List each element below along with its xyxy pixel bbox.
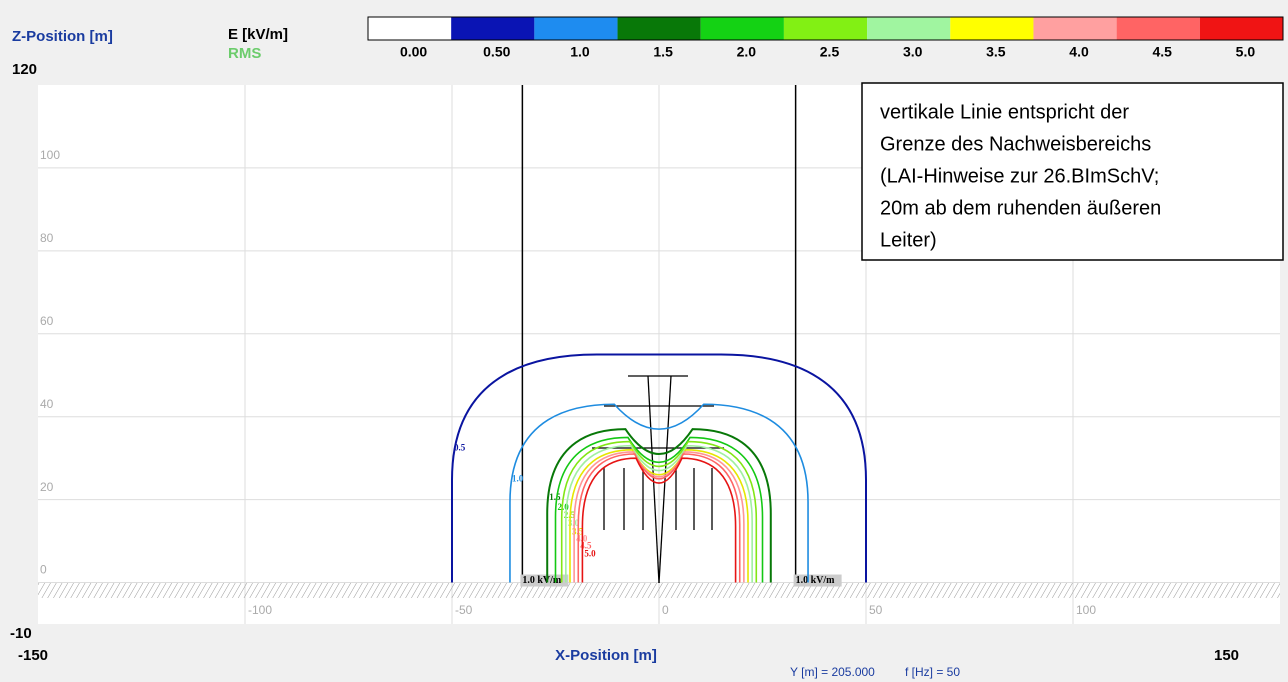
colorbar-label: 1.5 — [653, 44, 673, 60]
colorbar-label: 2.5 — [820, 44, 840, 60]
ground-label-bg — [520, 574, 569, 587]
colorbar-cell — [1199, 17, 1283, 40]
colorbar-label: 3.0 — [903, 44, 923, 60]
contour-line — [509, 403, 809, 583]
annotation-line: Leiter) — [880, 229, 937, 251]
colorbar-cell — [700, 17, 784, 40]
contour-line — [565, 444, 753, 583]
y-tick-label: 80 — [40, 231, 54, 245]
contour-line — [554, 436, 764, 583]
colorbar-label: 4.5 — [1152, 44, 1172, 60]
contour-line — [569, 449, 749, 583]
x-axis-label: X-Position [m] — [555, 647, 657, 664]
contour-line — [581, 457, 737, 583]
info: f [Hz] = 50 — [905, 665, 960, 679]
y-max: 120 — [12, 61, 37, 78]
colorbar-label: 0.50 — [483, 44, 510, 60]
annotation-box — [861, 82, 1284, 261]
colorbar-cell — [783, 17, 868, 40]
y-tick-label: 100 — [40, 148, 60, 162]
y-min: -10 — [10, 625, 32, 642]
colorbar-frame — [367, 16, 1284, 41]
x-tick-label: 50 — [869, 603, 883, 617]
contour-line — [451, 353, 867, 583]
contour-label: 4.5 — [580, 540, 592, 550]
annotation-line: 20m ab dem ruhenden äußeren — [880, 197, 1161, 219]
quantity: E [kV/m] — [228, 26, 288, 43]
annotation-line: Grenze des Nachweisbereichs — [880, 133, 1151, 155]
annotation-line: (LAI-Hinweise zur 26.BImSchV; — [880, 165, 1159, 187]
colorbar-cell — [950, 17, 1034, 40]
x-min: -150 — [18, 647, 48, 664]
x-tick-label: -50 — [455, 603, 473, 617]
colorbar-cell — [451, 17, 535, 40]
mode: RMS — [228, 45, 261, 62]
x-tick-label: 0 — [662, 603, 669, 617]
colorbar-label: 0.00 — [400, 44, 427, 60]
y-tick-label: 60 — [40, 314, 54, 328]
contour-line — [560, 440, 758, 583]
x-tick-label: -100 — [248, 603, 272, 617]
x-max: 150 — [1214, 647, 1239, 664]
ground-label-bg — [793, 574, 842, 587]
y-tick-label: 20 — [40, 480, 54, 494]
colorbar-cell — [1033, 17, 1117, 40]
contour-line — [577, 453, 741, 583]
colorbar-label: 1.0 — [570, 44, 590, 60]
colorbar-label: 3.5 — [986, 44, 1006, 60]
colorbar-cell — [534, 17, 618, 40]
colorbar-label: 4.0 — [1069, 44, 1089, 60]
contour-label: 0.5 — [454, 443, 466, 453]
ground — [38, 583, 1280, 598]
colorbar-label: 2.0 — [737, 44, 757, 60]
annotation-line: vertikale Linie entspricht der — [880, 101, 1129, 123]
contour-label: 1.5 — [549, 492, 561, 502]
contour-label: 5.0 — [584, 548, 596, 558]
ground-label: 1.0 kV/m — [522, 575, 562, 586]
info: Y [m] = 205.000 — [790, 665, 875, 679]
ground-label: 1.0 kV/m — [796, 575, 836, 586]
contour-line — [573, 451, 745, 583]
colorbar-label: 5.0 — [1236, 44, 1256, 60]
y-tick-label: 40 — [40, 397, 54, 411]
x-tick-label: 100 — [1076, 603, 1096, 617]
colorbar-cell — [1116, 17, 1200, 40]
contour-line — [546, 428, 772, 583]
contour-label: 2.0 — [558, 502, 570, 512]
colorbar-cell — [368, 17, 452, 40]
contour-label: 1.0 — [512, 473, 524, 483]
colorbar-cell — [867, 17, 951, 40]
colorbar-cell — [617, 17, 701, 40]
y-tick-label: 0 — [40, 563, 47, 577]
y-axis-label: Z-Position [m] — [12, 28, 113, 45]
